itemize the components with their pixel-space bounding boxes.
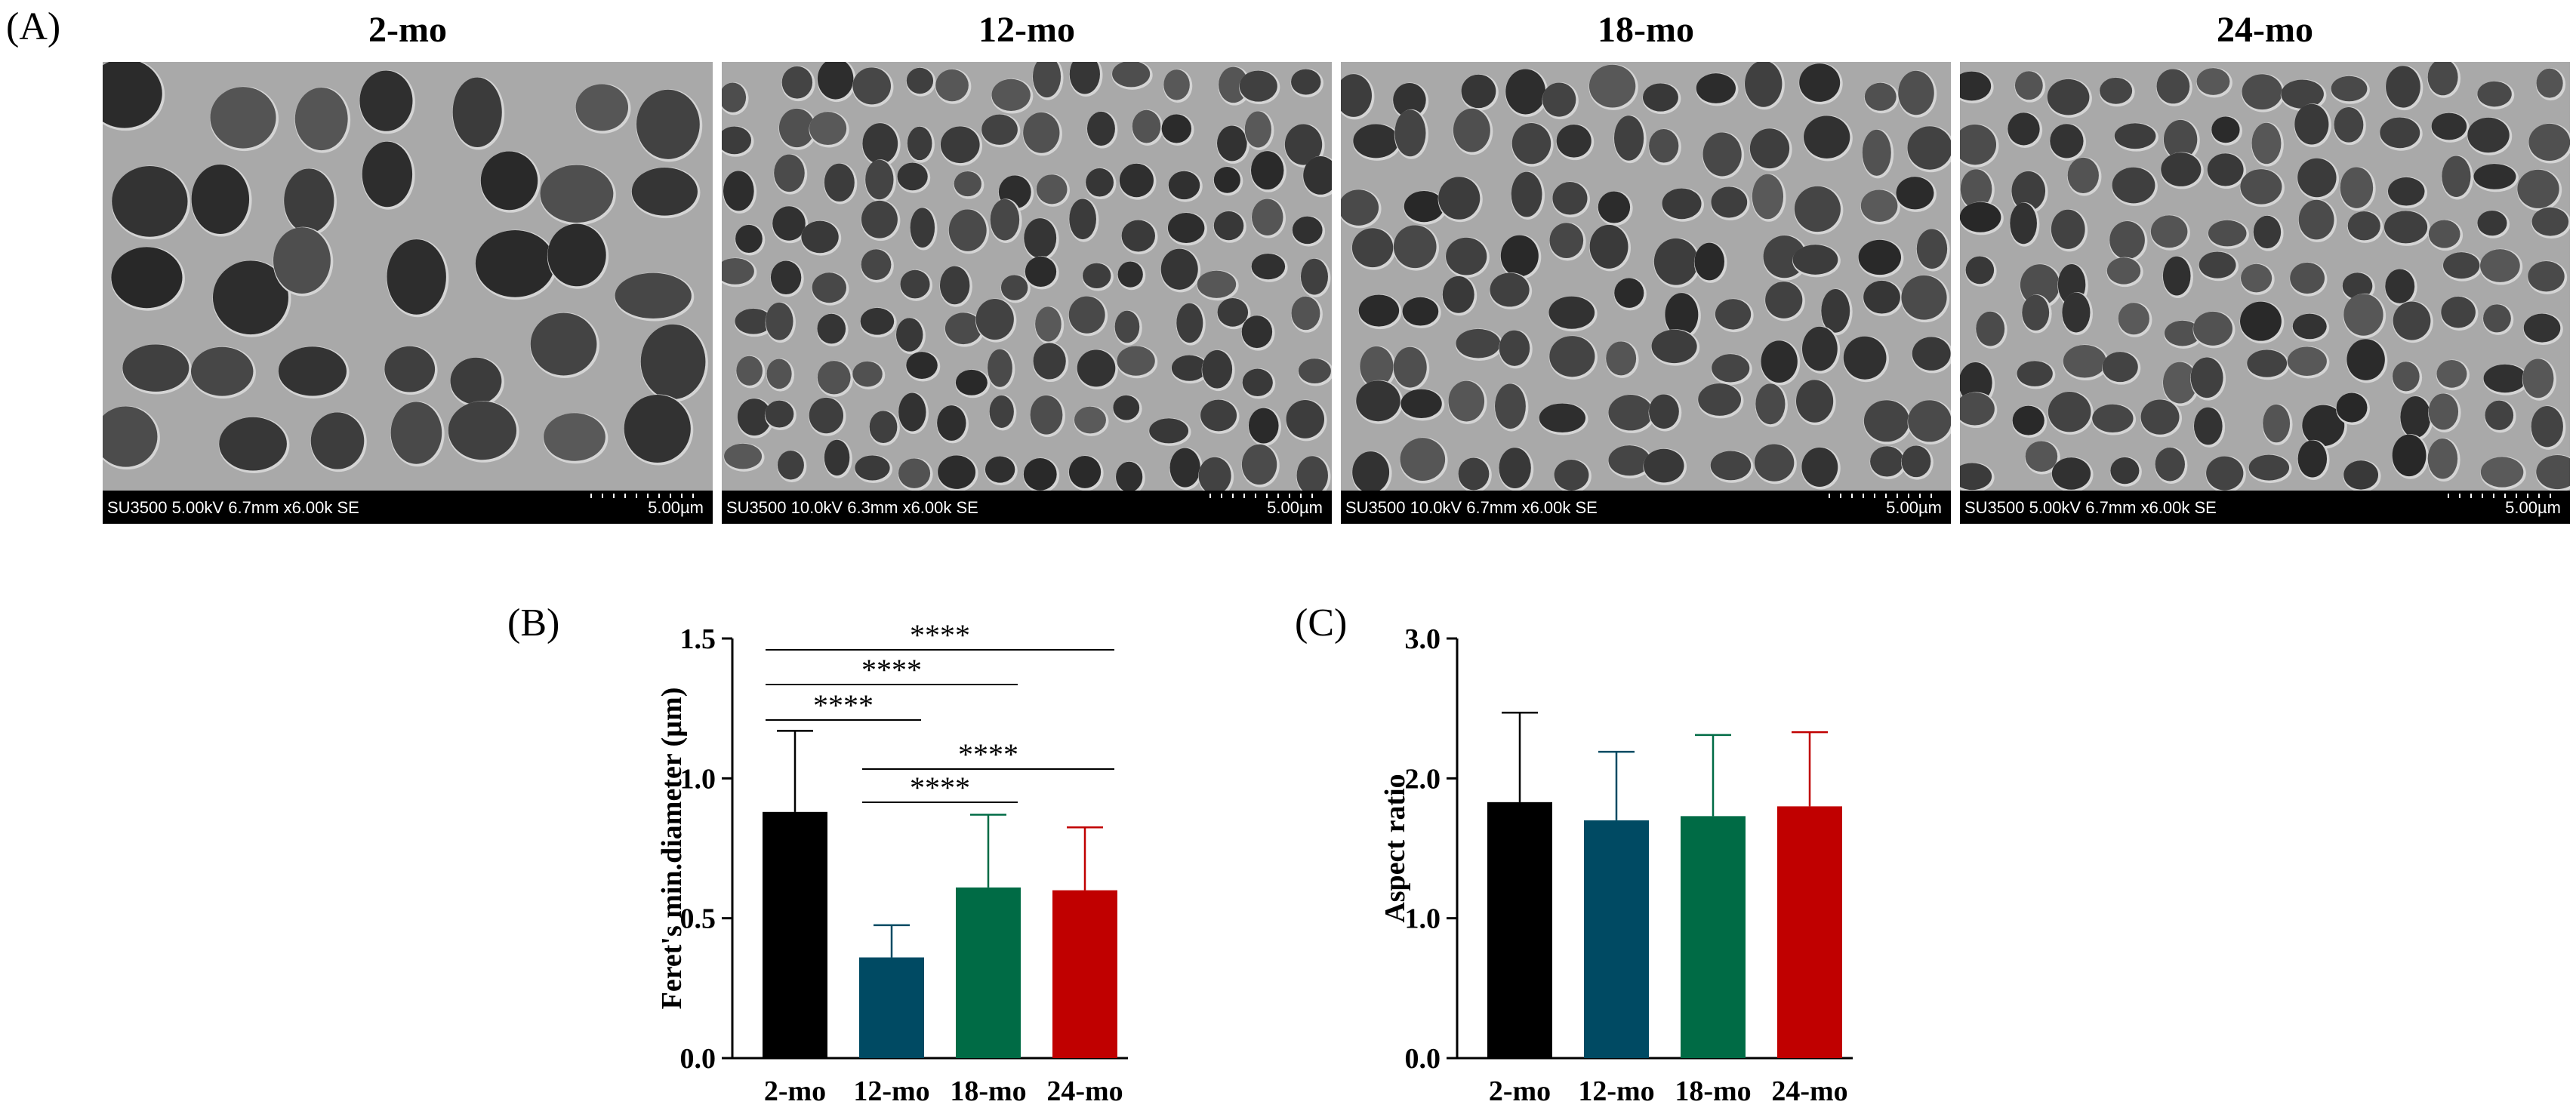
sem-scale-label: 5.00µm [648, 498, 704, 517]
sem-image-18-mo: SU3500 10.0kV 6.7mm x6.00k SE 5.00µm [1341, 62, 1951, 524]
scale-bar-ticks [2448, 494, 2561, 498]
y-tick-label: 0.0 [680, 1043, 716, 1075]
sem-image-12-mo: SU3500 10.0kV 6.3mm x6.00k SE 5.00µm [722, 62, 1332, 524]
aspect-ratio-chart: 0.0 1.0 2.0 3.0 2-mo 12-mo 18-mo 24-mo Aspect ra… [1379, 623, 1853, 1107]
bar-24-mo [1052, 890, 1117, 1058]
x-tick-label: 24-mo [1046, 1075, 1123, 1107]
sem-info-bar: SU3500 10.0kV 6.7mm x6.00k SE 5.00µm [1341, 491, 1951, 524]
x-tick-label: 2-mo [1489, 1075, 1551, 1107]
significance-label: **** [813, 688, 874, 722]
scale-bar-ticks [1829, 494, 1942, 498]
bar-18-mo [956, 887, 1021, 1058]
bar-2-mo [1487, 802, 1552, 1058]
sem-info-bar: SU3500 10.0kV 6.3mm x6.00k SE 5.00µm [722, 491, 1332, 524]
y-tick-label: 1.5 [680, 623, 716, 655]
sem-scale-label: 5.00µm [1886, 498, 1942, 517]
sem-image-2-mo: SU3500 5.00kV 6.7mm x6.00k SE 5.00µm [103, 62, 713, 524]
significance-label: **** [958, 737, 1018, 771]
sem-micrograph [1960, 62, 2570, 491]
x-tick-label: 12-mo [1578, 1075, 1654, 1107]
bar-18-mo [1681, 816, 1746, 1058]
panel-a-label: (A) [6, 5, 61, 48]
x-tick-label: 2-mo [764, 1075, 826, 1107]
sem-title-24-mo: 24-mo [2217, 10, 2313, 50]
x-tick-label: 24-mo [1771, 1075, 1847, 1107]
y-tick-label: 2.0 [1405, 763, 1441, 795]
scale-bar-ticks [1209, 494, 1323, 498]
y-tick-label: 1.0 [680, 763, 716, 795]
y-tick-label: 3.0 [1405, 623, 1441, 655]
sem-title-12-mo: 12-mo [978, 10, 1075, 50]
sem-scale-label: 5.00µm [1267, 498, 1323, 517]
significance-label: **** [910, 619, 970, 652]
significance-label: **** [910, 771, 970, 805]
sem-acquisition-info: SU3500 5.00kV 6.7mm x6.00k SE [1964, 498, 2217, 517]
sem-info-bar: SU3500 5.00kV 6.7mm x6.00k SE 5.00µm [1960, 491, 2570, 524]
bar-12-mo [859, 957, 924, 1058]
sem-micrograph [722, 62, 1332, 491]
sem-micrograph [103, 62, 713, 491]
feret-diameter-chart: 0.0 0.5 1.0 1.5 2-mo 12-mo 18-mo 24-mo Feret's m… [656, 619, 1128, 1107]
x-tick-label: 18-mo [950, 1075, 1026, 1107]
bar-2-mo [763, 811, 827, 1058]
bar-12-mo [1584, 820, 1649, 1058]
panel-b-label: (B) [507, 602, 560, 645]
significance-label: **** [861, 653, 922, 687]
y-axis-label: Aspect ratio [1379, 774, 1411, 922]
y-tick-label: 0.5 [680, 903, 716, 935]
sem-acquisition-info: SU3500 10.0kV 6.7mm x6.00k SE [1345, 498, 1598, 517]
scale-bar-ticks [590, 494, 704, 498]
panel-c-label: (C) [1295, 602, 1348, 645]
x-tick-label: 18-mo [1675, 1075, 1751, 1107]
sem-scale-label: 5.00µm [2505, 498, 2561, 517]
sem-micrograph [1341, 62, 1951, 491]
x-tick-label: 12-mo [853, 1075, 929, 1107]
y-tick-label: 1.0 [1405, 903, 1441, 935]
y-axis-label: Feret's min.diameter (µm) [656, 688, 688, 1010]
sem-info-bar: SU3500 5.00kV 6.7mm x6.00k SE 5.00µm [103, 491, 713, 524]
y-tick-label: 0.0 [1405, 1043, 1441, 1075]
sem-image-24-mo: SU3500 5.00kV 6.7mm x6.00k SE 5.00µm [1960, 62, 2570, 524]
sem-acquisition-info: SU3500 5.00kV 6.7mm x6.00k SE [107, 498, 359, 517]
sem-title-2-mo: 2-mo [368, 10, 447, 50]
sem-title-18-mo: 18-mo [1598, 10, 1694, 50]
bar-24-mo [1777, 806, 1842, 1058]
sem-acquisition-info: SU3500 10.0kV 6.3mm x6.00k SE [726, 498, 978, 517]
